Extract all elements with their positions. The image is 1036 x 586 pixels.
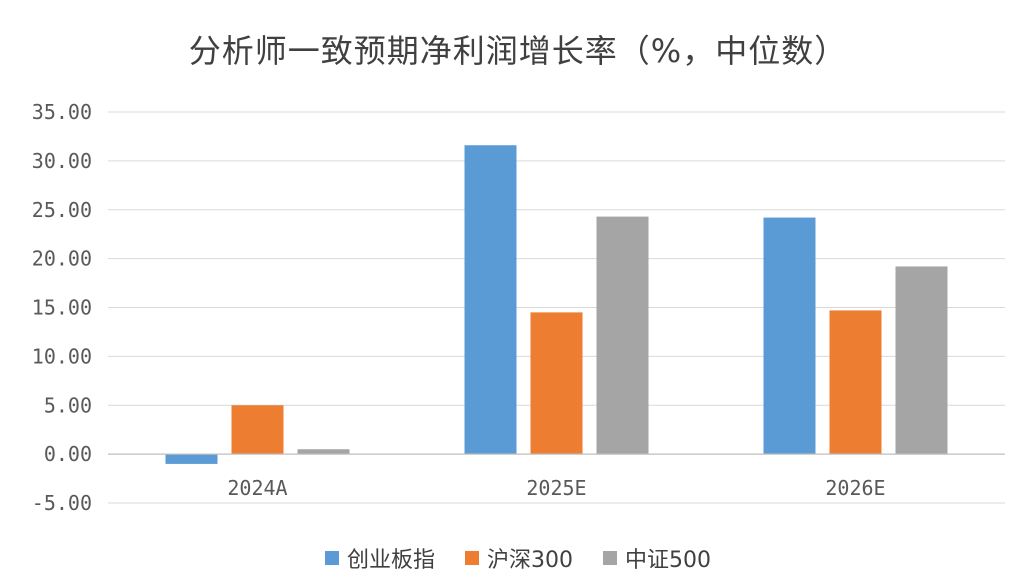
legend-swatch [324,551,339,565]
y-tick-label: 25.00 [32,198,92,222]
y-tick-label: 10.00 [32,344,92,368]
bar [165,454,218,464]
bar [231,405,284,455]
legend-item: 创业板指 [324,542,435,574]
legend-label: 创业板指 [346,548,435,573]
legend-item: 沪深300 [465,542,573,574]
bar [895,266,948,455]
legend-swatch [603,551,617,565]
bars [165,145,948,464]
legend: 创业板指 沪深300 中证500 [0,542,1036,574]
legend-label: 沪深300 [487,548,573,573]
chart-title: 分析师一致预期净利润增长率（%，中位数） [188,32,848,70]
y-axis-tick-labels: 35.00 30.00 25.00 20.00 15.00 10.00 5.00 0.00 -5… [32,100,92,515]
x-category-label: 2024A [227,476,287,500]
y-tick-label: 20.00 [32,247,92,271]
y-tick-label: 0.00 [44,442,92,466]
y-tick-label: 30.00 [32,149,92,173]
bar [297,449,350,455]
bar [829,310,882,455]
x-axis-category-labels: 2024A 2025E 2026E [227,476,885,500]
y-tick-label: 15.00 [32,296,92,320]
x-category-label: 2025E [526,476,586,500]
legend-item: 中证500 [603,542,711,574]
y-tick-label: 35.00 [32,100,92,124]
bar [596,216,649,455]
bar [464,145,517,455]
x-category-label: 2026E [825,476,885,500]
legend-swatch [465,551,479,565]
bar [530,312,583,455]
y-tick-label: -5.00 [32,491,92,515]
legend-label: 中证500 [625,548,711,573]
y-tick-label: 5.00 [44,393,92,417]
bar [763,217,816,455]
